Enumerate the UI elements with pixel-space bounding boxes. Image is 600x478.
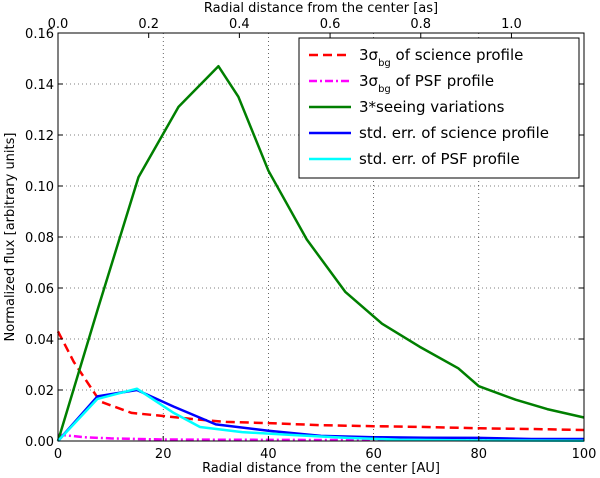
series-line-3: [56, 64, 585, 442]
x-axis-label: Radial distance from the center [AU]: [202, 461, 440, 476]
x-tick-label: 80: [471, 447, 488, 462]
legend-label: 3σbg of science profile: [359, 46, 523, 69]
y-tick-label: 0.10: [25, 180, 54, 195]
top-tick-label: 0.4: [229, 17, 250, 32]
y-tick-label: 0.02: [25, 384, 54, 399]
series-line-1: [56, 330, 585, 432]
top-tick-label: 0.2: [138, 17, 159, 32]
series-line-5: [57, 387, 585, 442]
top-tick-label: 0.8: [410, 17, 431, 32]
series-group: [56, 64, 585, 442]
top-tick-label: 0.6: [320, 17, 341, 32]
y-tick-label: 0.04: [25, 333, 54, 348]
y-tick-label: 0.06: [25, 282, 54, 297]
top-tick-label: 0.0: [48, 17, 69, 32]
y-tick-label: 0.08: [25, 231, 54, 246]
top-x-axis-label: Radial distance from the center [as]: [204, 1, 438, 16]
y-tick-label: 0.14: [25, 78, 54, 93]
x-tick-label: 100: [572, 447, 597, 462]
legend-label: std. err. of science profile: [359, 124, 549, 142]
series-line-2: [57, 433, 584, 442]
top-tick-label: 1.0: [501, 17, 522, 32]
legend-label: 3*seeing variations: [359, 98, 505, 116]
y-axis-label: Normalized flux [arbitrary units]: [3, 133, 18, 342]
x-tick-label: 20: [155, 447, 172, 462]
legend-label: 3σbg of PSF profile: [359, 72, 494, 95]
ticks: 0 20 40 60 80 100 0.00 0.02 0.04 0.06 0.08 0.10 0.12…: [25, 17, 596, 462]
legend-label: std. err. of PSF profile: [359, 150, 520, 168]
y-tick-label: 0.00: [25, 435, 54, 450]
legend: 3σbg of science profile 3σbg of PSF profi…: [298, 37, 580, 179]
x-tick-label: 60: [365, 447, 382, 462]
y-tick-label: 0.12: [25, 129, 54, 144]
x-tick-label: 0: [54, 447, 62, 462]
y-tick-label: 0.16: [25, 27, 54, 42]
x-tick-label: 40: [260, 447, 277, 462]
